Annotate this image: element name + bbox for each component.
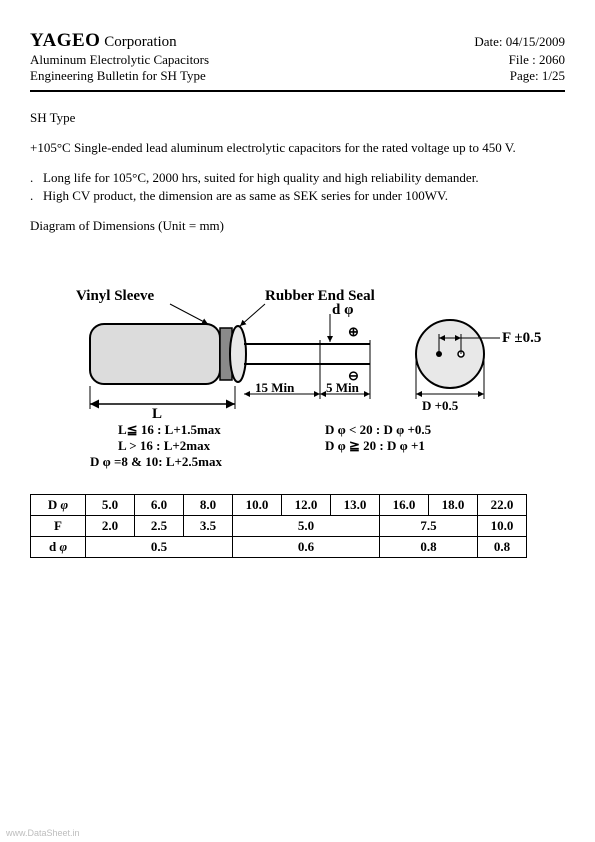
table-row: d φ0.50.60.80.8 — [31, 537, 527, 558]
label-f-tol: F ±0.5 — [502, 330, 541, 347]
label-d-phi: d φ — [332, 302, 353, 319]
table-cell: 0.5 — [86, 537, 233, 558]
company-bold: YAGEO — [30, 30, 100, 51]
row-label: D φ — [31, 495, 86, 516]
note-d2: D φ ≧ 20 : D φ +1 — [325, 438, 425, 454]
row-label: F — [31, 516, 86, 537]
table-cell: 7.5 — [380, 516, 478, 537]
table-cell: 3.5 — [184, 516, 233, 537]
table-row: F2.02.53.55.07.510.0 — [31, 516, 527, 537]
table-cell: 2.0 — [86, 516, 135, 537]
row-label: d φ — [31, 537, 86, 558]
bullet-item: . High CV product, the dimension are as … — [30, 188, 565, 204]
header-date: Date: 04/15/2009 — [474, 34, 565, 50]
header-sub2: Engineering Bulletin for SH Type — [30, 68, 206, 84]
note-d1: D φ < 20 : D φ +0.5 — [325, 422, 431, 438]
table-cell: 0.8 — [478, 537, 527, 558]
diagram-title: Diagram of Dimensions (Unit = mm) — [30, 218, 565, 234]
dimensions-table: D φ5.06.08.010.012.013.016.018.022.0F2.0… — [30, 494, 527, 558]
divider — [30, 90, 565, 92]
table-cell: 0.6 — [233, 537, 380, 558]
table-cell: 5.0 — [233, 516, 380, 537]
table-cell: 16.0 — [380, 495, 429, 516]
header-file: File : 2060 — [509, 52, 565, 68]
label-vinyl-sleeve: Vinyl Sleeve — [76, 288, 154, 305]
header-sub1: Aluminum Electrolytic Capacitors — [30, 52, 209, 68]
header-page: Page: 1/25 — [510, 68, 565, 84]
bullet-item: . Long life for 105°C, 2000 hrs, suited … — [30, 170, 565, 186]
table-cell: 2.5 — [135, 516, 184, 537]
table-cell: 10.0 — [478, 516, 527, 537]
company-name: YAGEO Corporation — [30, 30, 177, 52]
header-row-3: Engineering Bulletin for SH Type Page: 1… — [30, 68, 565, 84]
label-15min: 15 Min — [255, 380, 294, 396]
table-cell: 13.0 — [331, 495, 380, 516]
note-l3: D φ =8 & 10: L+2.5max — [90, 454, 222, 470]
table-cell: 12.0 — [282, 495, 331, 516]
table-cell: 22.0 — [478, 495, 527, 516]
type-title: SH Type — [30, 110, 565, 126]
table-cell: 6.0 — [135, 495, 184, 516]
table-cell: 8.0 — [184, 495, 233, 516]
label-l: L — [152, 406, 162, 423]
table-row: D φ5.06.08.010.012.013.016.018.022.0 — [31, 495, 527, 516]
label-rubber-end-seal: Rubber End Seal — [265, 288, 375, 305]
label-5min: 5 Min — [326, 380, 359, 396]
header-row-2: Aluminum Electrolytic Capacitors File : … — [30, 52, 565, 68]
label-d-plus: D +0.5 — [422, 398, 458, 414]
company-rest: Corporation — [100, 34, 176, 50]
svg-text:⊕: ⊕ — [348, 324, 359, 339]
table-cell: 10.0 — [233, 495, 282, 516]
dimension-diagram: ⊕ ⊖ — [30, 294, 565, 494]
table-cell: 0.8 — [380, 537, 478, 558]
note-l2: L > 16 : L+2max — [118, 438, 210, 454]
description: +105°C Single-ended lead aluminum electr… — [30, 140, 565, 156]
header-row: YAGEO Corporation Date: 04/15/2009 — [30, 30, 565, 52]
bullet-list: . Long life for 105°C, 2000 hrs, suited … — [30, 170, 565, 204]
watermark: www.DataSheet.in — [6, 828, 80, 838]
table-cell: 18.0 — [429, 495, 478, 516]
table-cell: 5.0 — [86, 495, 135, 516]
note-l1: L≦ 16 : L+1.5max — [118, 422, 221, 438]
